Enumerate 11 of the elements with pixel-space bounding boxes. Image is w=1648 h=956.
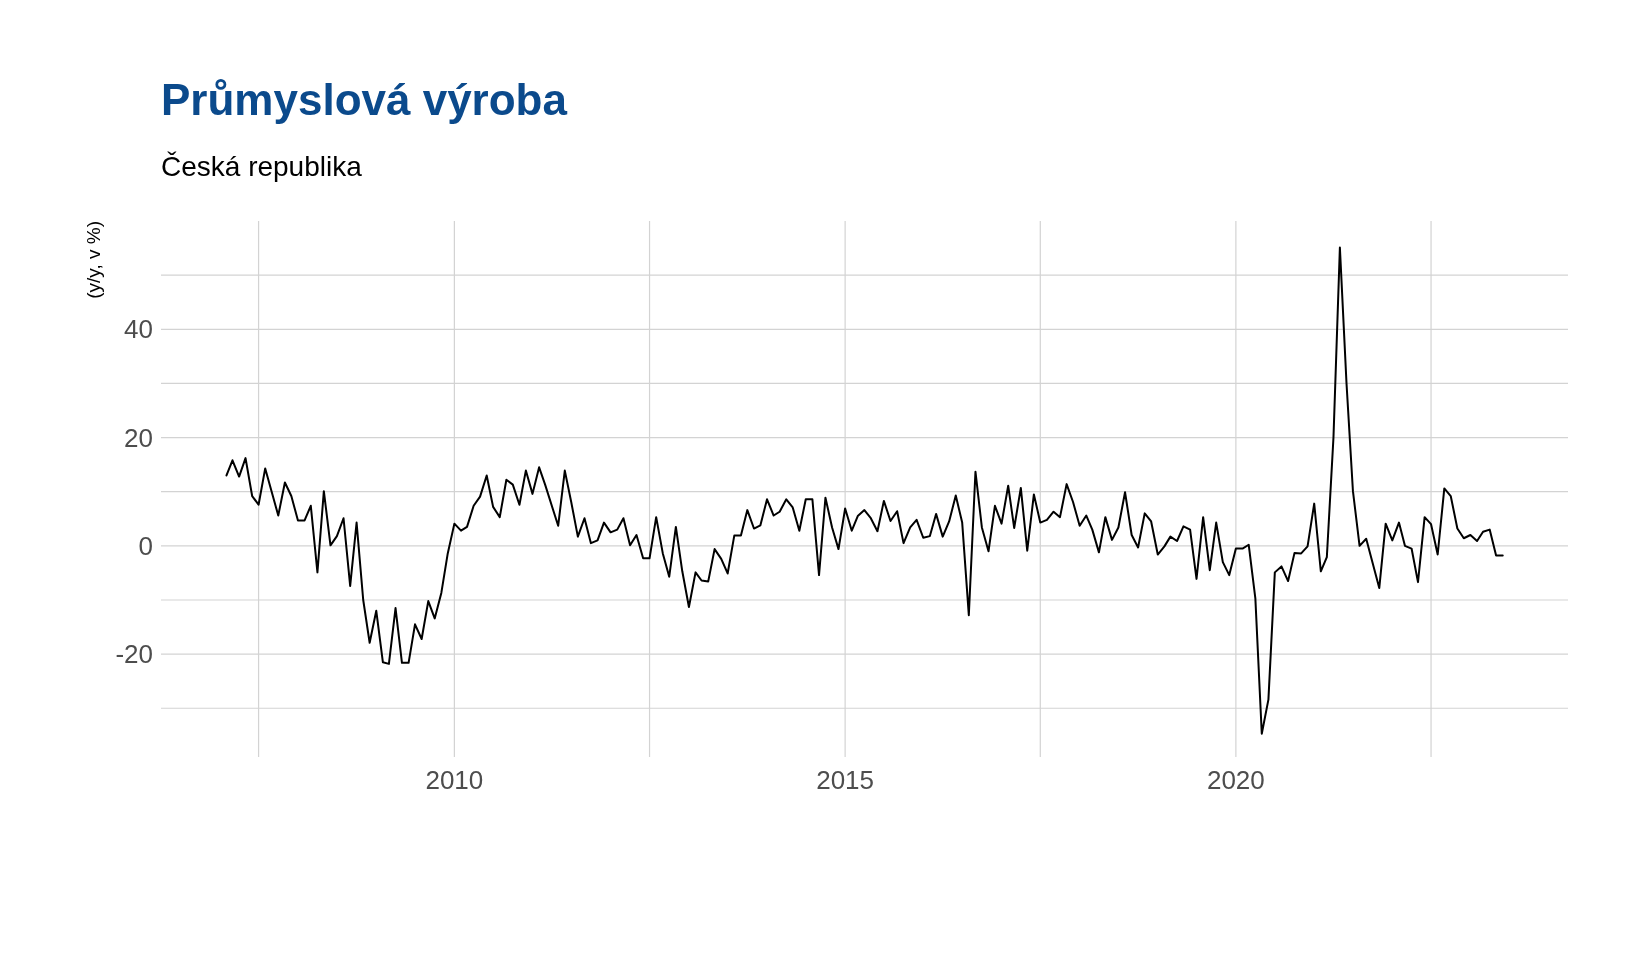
- x-tick-label: 2015: [816, 765, 875, 795]
- chart-subtitle: Česká republika: [161, 151, 363, 182]
- x-tick-label: 2010: [425, 765, 484, 795]
- chart-title: Průmyslová výroba: [161, 75, 568, 124]
- y-tick-label: 40: [124, 314, 153, 345]
- y-tick-label: 20: [124, 422, 153, 453]
- line-series: [225, 246, 1504, 735]
- y-axis-title: (y/y, v %): [83, 221, 104, 299]
- y-tick-label: 0: [138, 530, 153, 561]
- x-tick-label: 2020: [1206, 765, 1265, 795]
- y-tick-label: -20: [115, 639, 153, 670]
